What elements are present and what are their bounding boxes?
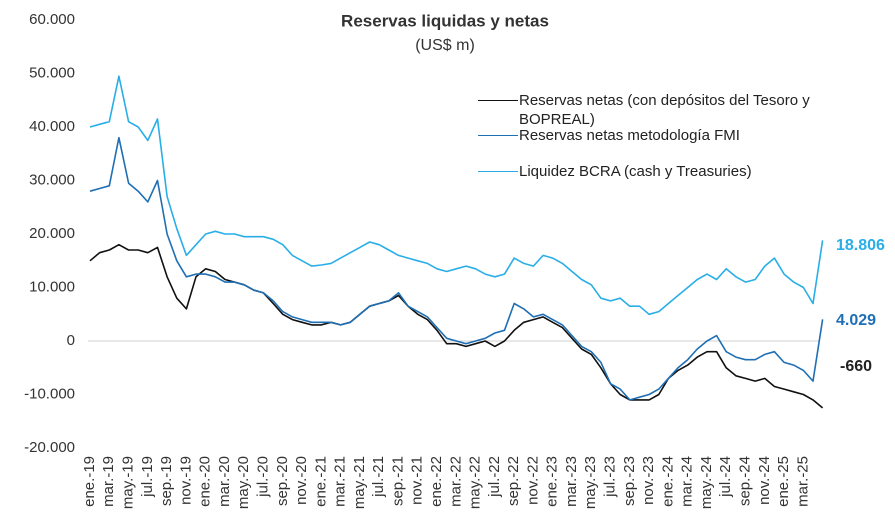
y-tick-label: -10.000 — [24, 385, 75, 402]
x-tick-label: mar.-25 — [794, 456, 811, 507]
x-tick-label: ene.-25 — [775, 456, 792, 507]
x-tick-label: sep.-23 — [621, 456, 638, 506]
legend-label: Liquidez BCRA (cash y Treasuries) — [519, 163, 752, 180]
x-tick-label: mar.-23 — [563, 456, 580, 507]
legend-item: Reservas netas metodología FMI — [478, 126, 878, 145]
x-tick-label: ene.-21 — [312, 456, 329, 507]
x-tick-label: nov.-24 — [756, 456, 773, 505]
x-tick-label: sep.-19 — [158, 456, 175, 506]
series-line — [89, 243, 824, 409]
x-tick-label: may.-19 — [120, 456, 137, 509]
legend-label: Reservas netas (con depósitos del Tesoro… — [519, 92, 810, 128]
legend-swatch — [478, 100, 518, 101]
x-tick-label: sep.-24 — [736, 456, 753, 506]
x-tick-label: ene.-20 — [197, 456, 214, 507]
x-tick-label: jul.-22 — [486, 456, 503, 498]
legend-swatch — [478, 135, 518, 136]
x-tick-label: may.-20 — [235, 456, 252, 509]
legend-label: Reservas netas metodología FMI — [519, 127, 740, 144]
y-tick-label: 40.000 — [29, 118, 75, 135]
x-tick-label: jul.-19 — [139, 456, 156, 498]
x-tick-label: nov.-22 — [524, 456, 541, 505]
series-line — [89, 136, 824, 401]
x-tick-label: ene.-24 — [659, 456, 676, 507]
x-tick-label: jul.-21 — [370, 456, 387, 498]
annotation: 4.029 — [836, 312, 876, 329]
y-tick-label: 10.000 — [29, 278, 75, 295]
x-tick-label: may.-21 — [351, 456, 368, 509]
x-tick-label: nov.-21 — [409, 456, 426, 505]
y-tick-label: 60.000 — [29, 11, 75, 28]
annotation: -660 — [840, 358, 872, 375]
series-line — [89, 75, 824, 316]
x-tick-label: mar.-24 — [679, 456, 696, 507]
y-tick-label: 30.000 — [29, 171, 75, 188]
x-tick-label: mar.-19 — [100, 456, 117, 507]
x-tick-label: jul.-24 — [717, 456, 734, 498]
x-tick-label: nov.-23 — [640, 456, 657, 505]
x-tick-label: ene.-19 — [81, 456, 98, 507]
x-tick-label: ene.-22 — [428, 456, 445, 507]
x-tick-label: jul.-20 — [254, 456, 271, 498]
legend-item: Reservas netas (con depósitos del Tesoro… — [478, 91, 878, 129]
x-tick-label: mar.-20 — [216, 456, 233, 507]
y-tick-label: 50.000 — [29, 64, 75, 81]
annotation: 18.806 — [836, 237, 885, 254]
y-tick-label: 20.000 — [29, 225, 75, 242]
x-tick-label: mar.-22 — [447, 456, 464, 507]
x-tick-label: jul.-23 — [602, 456, 619, 498]
y-tick-label: 0 — [67, 332, 75, 349]
x-tick-label: may.-22 — [467, 456, 484, 509]
x-tick-label: mar.-21 — [332, 456, 349, 507]
x-tick-label: nov.-20 — [293, 456, 310, 505]
x-tick-label: sep.-21 — [389, 456, 406, 506]
x-tick-label: ene.-23 — [544, 456, 561, 507]
x-tick-label: may.-24 — [698, 456, 715, 509]
x-tick-label: sep.-20 — [274, 456, 291, 506]
chart-title: Reservas liquidas y netas — [341, 11, 549, 30]
y-tick-label: -20.000 — [24, 439, 75, 456]
chart-subtitle: (US$ m) — [415, 37, 475, 54]
legend-item: Liquidez BCRA (cash y Treasuries) — [478, 162, 878, 181]
x-tick-label: may.-23 — [582, 456, 599, 509]
x-tick-label: nov.-19 — [177, 456, 194, 505]
legend-swatch — [478, 171, 518, 172]
x-tick-label: sep.-22 — [505, 456, 522, 506]
